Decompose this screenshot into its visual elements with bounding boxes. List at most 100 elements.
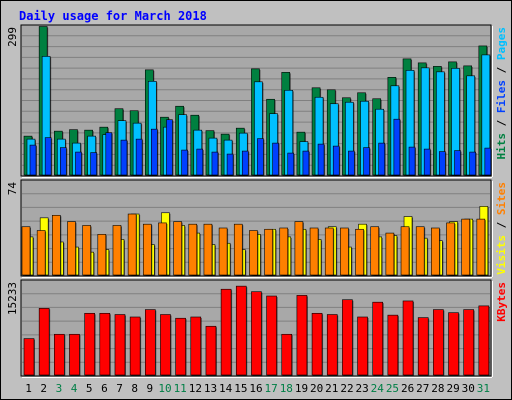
x-tick-label: 7 bbox=[116, 382, 123, 395]
y-max-label: 15233 bbox=[6, 282, 19, 315]
bar-kbytes bbox=[175, 317, 186, 376]
bar-kbytes bbox=[69, 333, 80, 376]
legend-entry: Pages bbox=[495, 27, 508, 60]
x-tick-label: 30 bbox=[462, 382, 475, 395]
x-tick-label: 5 bbox=[86, 382, 93, 395]
bar-kbytes bbox=[160, 314, 171, 376]
x-tick-label: 3 bbox=[56, 382, 63, 395]
x-tick-label: 27 bbox=[416, 382, 429, 395]
bar-kbytes bbox=[311, 312, 323, 376]
x-tick-label: 22 bbox=[340, 382, 353, 395]
x-tick-label: 24 bbox=[371, 382, 385, 395]
bar-sites bbox=[279, 227, 289, 276]
bar-kbytes bbox=[417, 317, 429, 376]
bar-sites bbox=[385, 232, 395, 276]
x-tick-label: 12 bbox=[189, 382, 202, 395]
bar-sites bbox=[233, 223, 243, 276]
bar-kbytes bbox=[387, 314, 399, 376]
bar-pages bbox=[272, 142, 279, 176]
bar-pages bbox=[393, 118, 401, 176]
bar-sites bbox=[309, 227, 319, 276]
panel-kbytes: 15233 KBytes bbox=[6, 279, 508, 378]
x-tick-label: 31 bbox=[477, 382, 490, 395]
bar-sites bbox=[158, 222, 167, 276]
bar-sites bbox=[203, 223, 213, 276]
bar-pages bbox=[363, 147, 370, 176]
bar-pages bbox=[257, 138, 264, 176]
bar-pages bbox=[150, 128, 158, 176]
bar-pages bbox=[348, 150, 355, 176]
bar-sites bbox=[446, 222, 455, 276]
bar-kbytes bbox=[433, 309, 444, 376]
bar-sites bbox=[431, 227, 440, 276]
panel-bars bbox=[21, 206, 489, 276]
bar-kbytes bbox=[296, 295, 308, 376]
bar-pages bbox=[166, 119, 173, 176]
bar-sites bbox=[127, 213, 137, 276]
bar-sites bbox=[249, 230, 258, 276]
bar-sites bbox=[218, 227, 228, 276]
legend-entry: Visits bbox=[495, 235, 508, 275]
bar-pages bbox=[317, 143, 325, 176]
legend: Visits / Sites bbox=[495, 182, 508, 275]
bar-pages bbox=[332, 145, 340, 176]
panel-bars bbox=[23, 285, 490, 376]
bar-kbytes bbox=[23, 338, 35, 376]
bar-kbytes bbox=[38, 308, 50, 376]
x-tick-label: 17 bbox=[265, 382, 278, 395]
x-tick-label: 15 bbox=[234, 382, 247, 395]
bar-pages bbox=[211, 151, 219, 176]
bar-pages bbox=[135, 138, 143, 176]
bar-kbytes bbox=[372, 301, 384, 376]
bar-kbytes bbox=[402, 300, 414, 376]
x-tick-label: 21 bbox=[325, 382, 338, 395]
bar-pages bbox=[469, 151, 476, 176]
bar-pages bbox=[105, 132, 113, 176]
legend: KBytes bbox=[495, 282, 508, 322]
bar-sites bbox=[415, 226, 425, 276]
bar-pages bbox=[454, 150, 461, 176]
bar-pages bbox=[120, 139, 128, 176]
x-tick-label: 23 bbox=[356, 382, 369, 395]
bar-kbytes bbox=[342, 299, 353, 376]
legend: Hits / Files / Pages bbox=[495, 27, 508, 160]
bar-sites bbox=[188, 223, 198, 276]
x-tick-label: 20 bbox=[310, 382, 323, 395]
bar-sites bbox=[370, 226, 380, 276]
x-tick-label: 25 bbox=[386, 382, 399, 395]
x-tick-label: 18 bbox=[280, 382, 293, 395]
bar-sites bbox=[324, 227, 334, 276]
x-tick-label: 2 bbox=[40, 382, 47, 395]
x-axis-labels: 1 2 3 4 5 6 7 8 9 10 11 12 13 14 15 16 17 18 19 20 21 22 23 24 2… bbox=[25, 382, 490, 395]
bar-pages bbox=[439, 151, 446, 176]
x-tick-label: 4 bbox=[71, 382, 78, 395]
x-tick-label: 13 bbox=[204, 382, 217, 395]
bar-sites bbox=[400, 226, 410, 276]
bar-pages bbox=[75, 151, 82, 176]
bar-kbytes bbox=[326, 314, 338, 376]
x-tick-label: 19 bbox=[295, 382, 308, 395]
panel-hits-files-pages: 299 Hits / Files / Pages bbox=[6, 24, 508, 178]
bar-kbytes bbox=[144, 309, 156, 376]
chart-title: Daily usage for March 2018 bbox=[19, 9, 207, 23]
bar-kbytes bbox=[190, 316, 202, 376]
bar-sites bbox=[355, 228, 364, 276]
bar-kbytes bbox=[251, 291, 262, 376]
bar-pages bbox=[196, 148, 204, 176]
bar-kbytes bbox=[357, 316, 368, 376]
bar-sites bbox=[82, 225, 91, 276]
bar-pages bbox=[241, 150, 249, 176]
x-tick-label: 11 bbox=[174, 382, 187, 395]
panel-visits-sites: 74 Visits / Sites bbox=[6, 179, 508, 278]
x-tick-label: 14 bbox=[219, 382, 233, 395]
bar-kbytes bbox=[448, 312, 459, 376]
bar-pages bbox=[44, 137, 52, 176]
x-tick-label: 6 bbox=[101, 382, 108, 395]
bar-pages bbox=[60, 147, 67, 176]
bar-pages bbox=[181, 149, 188, 176]
chart-panels: 299 Hits / Files / Pages 74 Visits / Sites 1… bbox=[6, 24, 508, 378]
bar-sites bbox=[294, 221, 304, 276]
bar-pages bbox=[302, 150, 310, 176]
x-tick-label: 1 bbox=[25, 382, 32, 395]
